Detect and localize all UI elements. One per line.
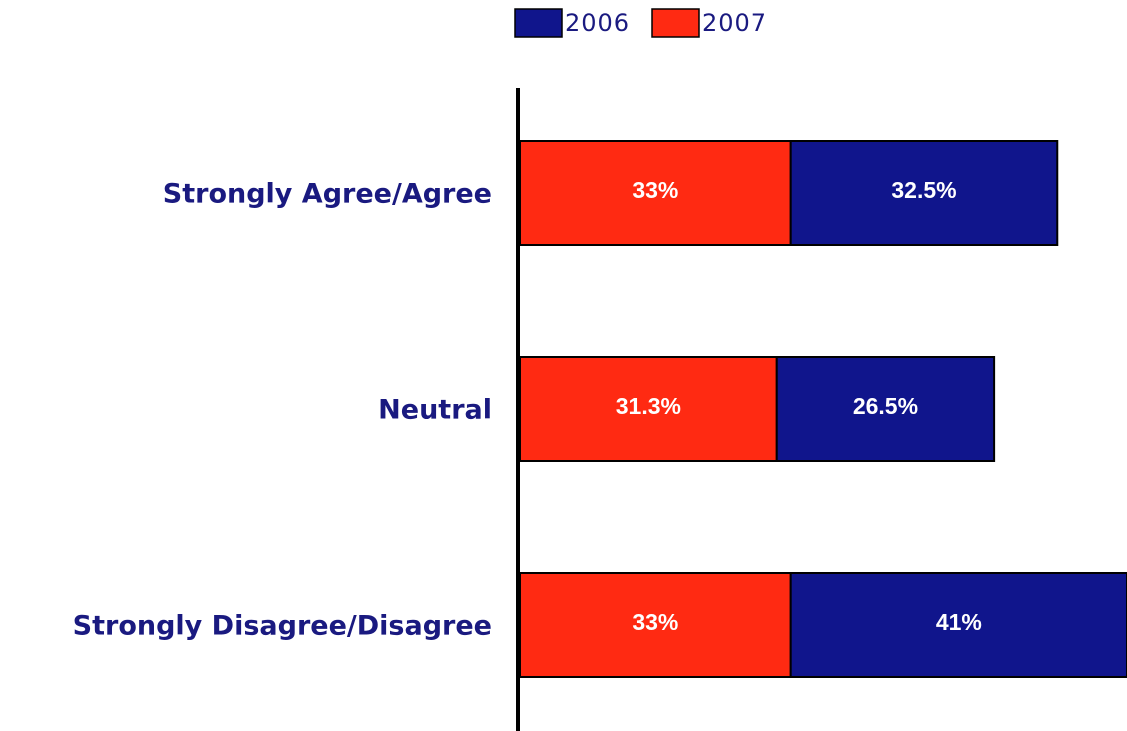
legend: 2006 2007 [514, 8, 767, 38]
category-label: Strongly Disagree/Disagree [73, 611, 492, 642]
bar-value-label: 32.5% [891, 177, 956, 203]
bar-2007-strongly-disagree-disagree [519, 572, 792, 678]
legend-label: 2007 [702, 9, 767, 37]
bar-value-label: 41% [936, 609, 982, 635]
category-label: Strongly Agree/Agree [163, 179, 492, 210]
bar-value-label: 26.5% [853, 393, 918, 419]
bar-2006-neutral [775, 356, 996, 462]
category-labels: Strongly Agree/Agree Neutral Strongly Disa… [73, 179, 492, 642]
bar-value-label: 31.3% [616, 393, 681, 419]
bar-2006-strongly-agree-agree [789, 140, 1059, 246]
bar-value-label: 33% [632, 177, 678, 203]
bar-2006-strongly-disagree-disagree [789, 572, 1127, 678]
category-label: Neutral [378, 395, 492, 426]
bar-value-label: 33% [632, 609, 678, 635]
bars: 33% 32.5% 31.3% 26.5% 33% 41% [519, 140, 1127, 678]
legend-swatch-2006 [514, 8, 563, 38]
legend-swatch-2007 [651, 8, 700, 38]
legend-label: 2006 [565, 9, 630, 37]
bar-2007-neutral [519, 356, 778, 462]
bar-2007-strongly-agree-agree [519, 140, 792, 246]
